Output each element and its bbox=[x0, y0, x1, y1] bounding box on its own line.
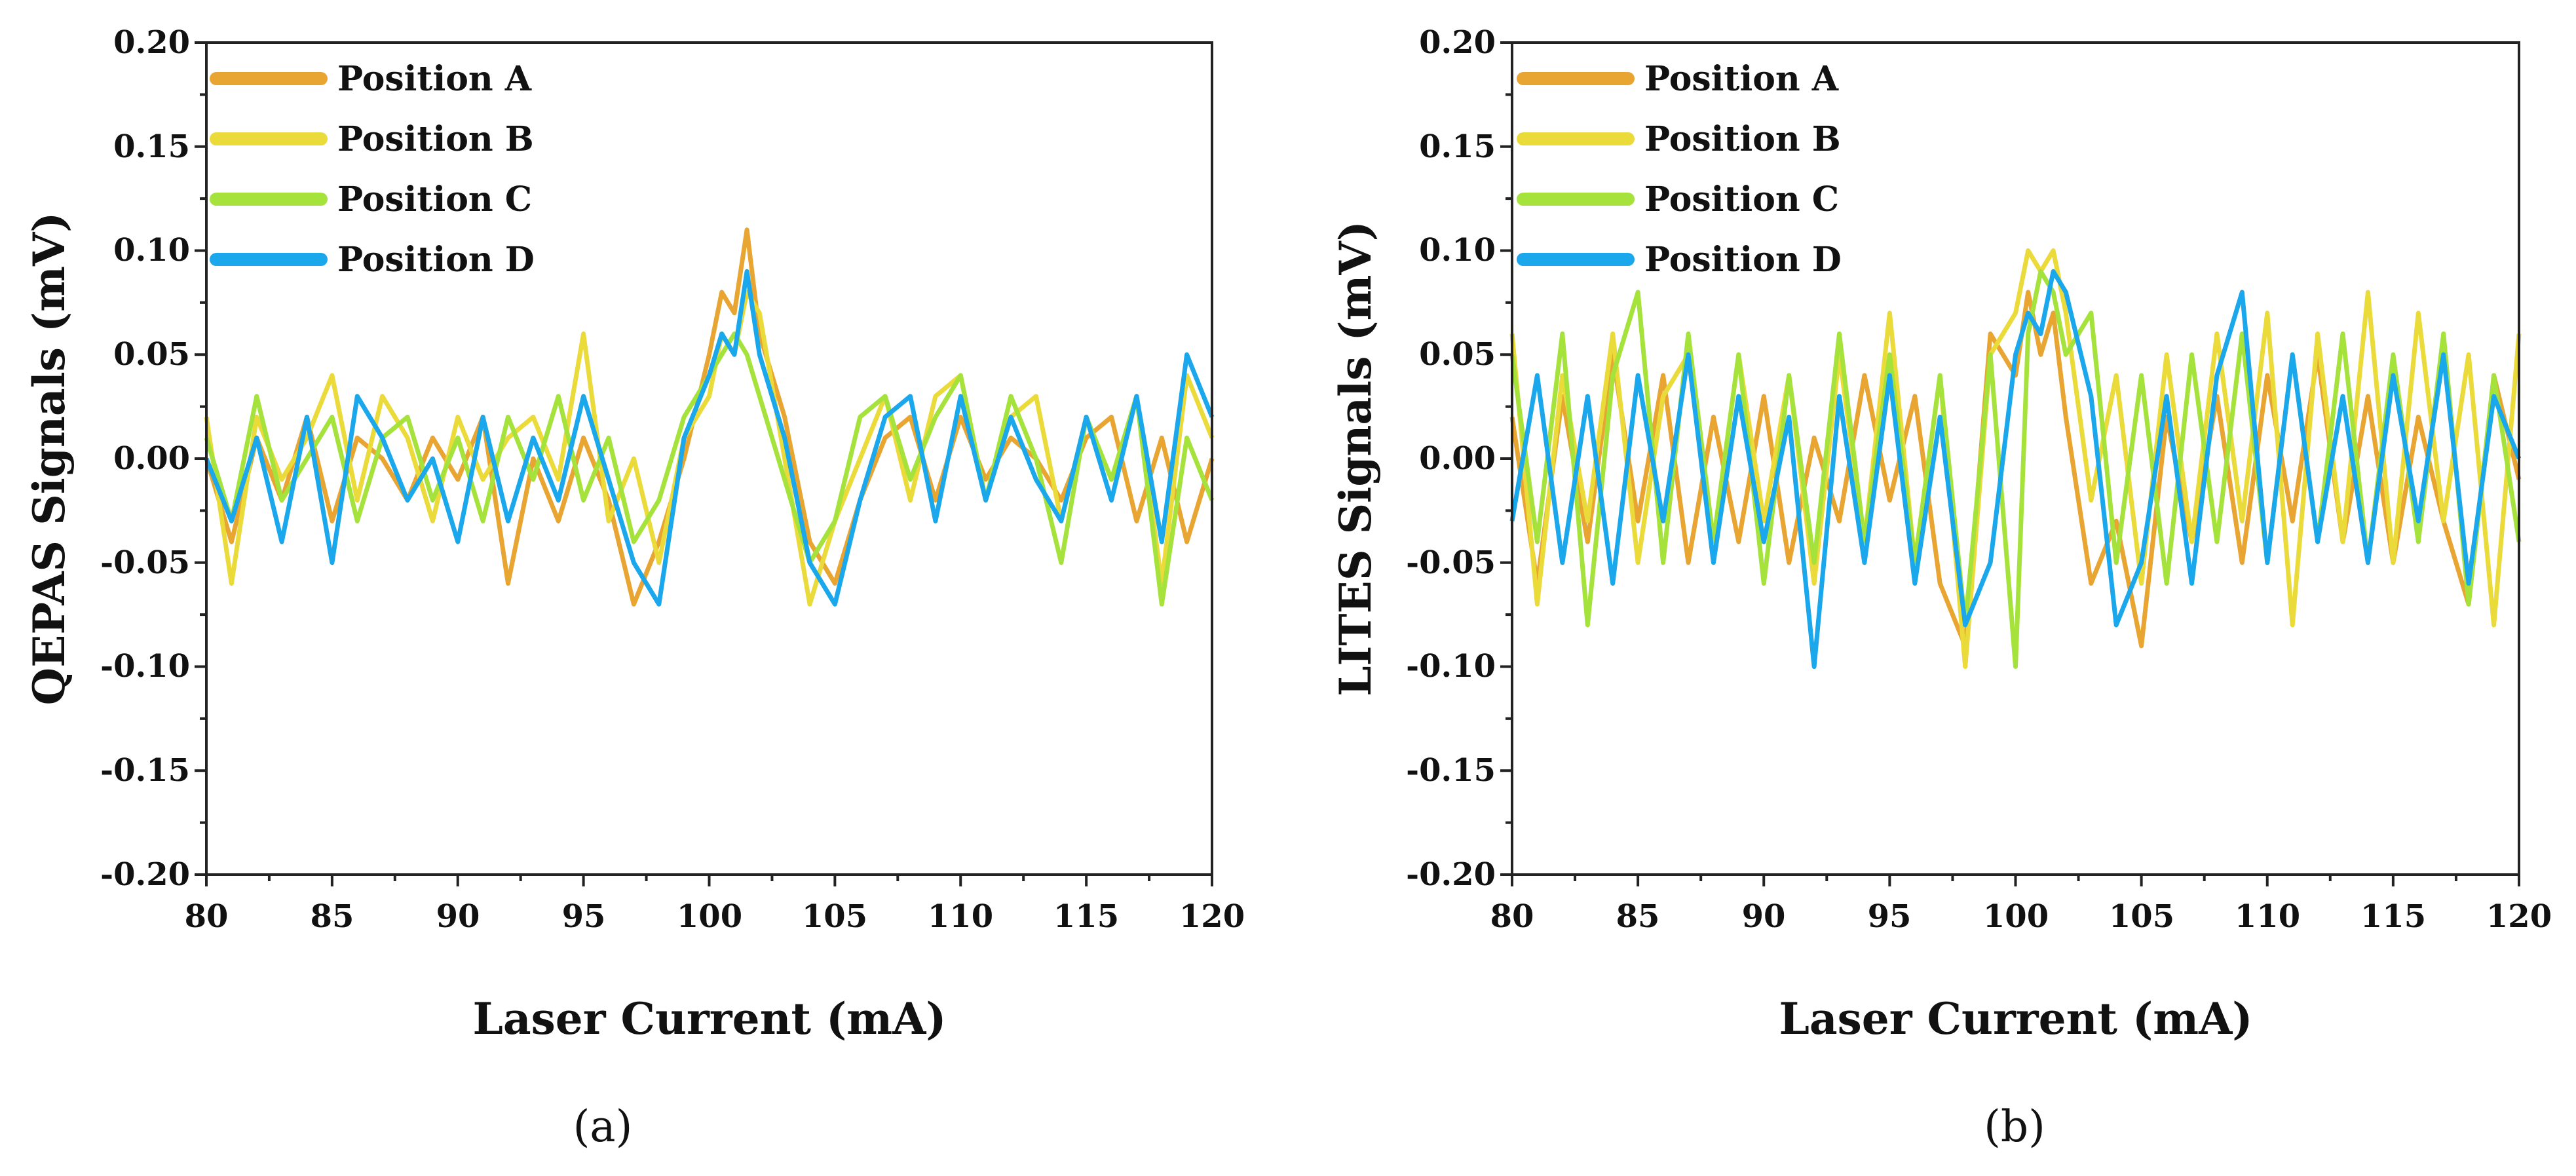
panel-a-legend-item: Position B bbox=[210, 119, 534, 159]
panel-a-series-position-d bbox=[204, 269, 1215, 607]
panel-b-series-position-b bbox=[1509, 248, 2522, 669]
panel-a-xtick-label: 120 bbox=[1179, 898, 1245, 935]
panel-a-ytick-label: -0.15 bbox=[100, 752, 190, 789]
panel-b-xtick-label: 110 bbox=[2235, 898, 2300, 935]
panel-b: 0.20 0.15 0.10 0.05 0.00 -0.05 -0.10 -0.… bbox=[1330, 24, 2552, 1152]
panel-a-plot-frame bbox=[205, 41, 1213, 876]
panel-a-ytick-label: -0.05 bbox=[100, 544, 190, 581]
panel-a-ytick-label: -0.20 bbox=[100, 856, 190, 893]
panel-b-ytick-label: 0.15 bbox=[1419, 128, 1496, 165]
panel-b-legend-label: Position A bbox=[1644, 59, 1839, 99]
panel-b-x-axis-title: Laser Current (mA) bbox=[1779, 993, 2252, 1044]
panel-a-yticks: 0.20 0.15 0.10 0.05 0.00 -0.05 -0.10 -0.… bbox=[100, 24, 190, 893]
panel-a-label: (a) bbox=[573, 1101, 633, 1152]
panel-a-ytick-label: 0.05 bbox=[113, 336, 190, 373]
panel-a-xtick-label: 80 bbox=[185, 898, 229, 935]
panel-b-plot-frame bbox=[1511, 41, 2520, 876]
panel-b-ytick-label: -0.10 bbox=[1406, 648, 1496, 685]
panel-a-ytick-label: 0.15 bbox=[113, 128, 190, 165]
panel-a-legend-label: Position B bbox=[337, 119, 534, 159]
panel-b-series-position-d bbox=[1509, 269, 2522, 669]
panel-a-legend-item: Position A bbox=[210, 59, 532, 99]
panel-a-legend: Position A Position B Position C Positio… bbox=[210, 59, 535, 280]
panel-b-ytick-label: 0.00 bbox=[1419, 440, 1496, 477]
panel-b-legend-item: Position C bbox=[1517, 180, 1839, 219]
panel-a-legend-label: Position C bbox=[337, 180, 532, 219]
panel-b-xtick-label: 100 bbox=[1983, 898, 2049, 935]
panel-a-xtick-label: 105 bbox=[802, 898, 867, 935]
panel-b-series-position-c bbox=[1509, 269, 2522, 669]
panel-b-xticks: 80 85 90 95 100 105 110 115 120 bbox=[1490, 898, 2552, 935]
panel-b-legend-label: Position D bbox=[1644, 240, 1842, 280]
panel-a-ytick-label: -0.10 bbox=[100, 648, 190, 685]
panel-b-xtick-label: 80 bbox=[1490, 898, 1534, 935]
panel-a-legend-label: Position A bbox=[337, 59, 532, 99]
panel-b-y-axis-title: LITES Signals (mV) bbox=[1330, 221, 1381, 696]
panel-b-ytick-label: -0.15 bbox=[1406, 752, 1496, 789]
panel-a-series-position-a bbox=[204, 227, 1215, 607]
panel-a-legend-item: Position C bbox=[210, 180, 532, 219]
panel-b-ytick-label: 0.10 bbox=[1419, 232, 1496, 269]
panel-a-xtick-label: 95 bbox=[562, 898, 606, 935]
panel-b-axis-ticks bbox=[1500, 41, 2520, 886]
panel-b-xtick-label: 90 bbox=[1742, 898, 1786, 935]
panel-a-xticks: 80 85 90 95 100 105 110 115 120 bbox=[185, 898, 1245, 935]
panel-a-xtick-label: 85 bbox=[311, 898, 354, 935]
panel-a: 0.20 0.15 0.10 0.05 0.00 -0.05 -0.10 -0.… bbox=[24, 24, 1245, 1152]
panel-a-ytick-label: 0.20 bbox=[113, 24, 190, 61]
panel-b-legend-label: Position B bbox=[1644, 119, 1841, 159]
panel-b-ytick-label: 0.20 bbox=[1419, 24, 1496, 61]
panel-a-ytick-label: 0.10 bbox=[113, 232, 190, 269]
panel-b-xtick-label: 95 bbox=[1868, 898, 1912, 935]
panel-a-legend-label: Position D bbox=[337, 240, 535, 280]
panel-a-legend-item: Position D bbox=[210, 240, 535, 280]
panel-b-legend-item: Position A bbox=[1517, 59, 1839, 99]
panel-a-ytick-label: 0.00 bbox=[113, 440, 190, 477]
panel-b-xtick-label: 85 bbox=[1616, 898, 1660, 935]
panel-b-xtick-label: 115 bbox=[2360, 898, 2426, 935]
panel-b-yticks: 0.20 0.15 0.10 0.05 0.00 -0.05 -0.10 -0.… bbox=[1406, 24, 1496, 893]
panel-b-legend-item: Position B bbox=[1517, 119, 1841, 159]
panel-b-legend-item: Position D bbox=[1517, 240, 1842, 280]
panel-b-xtick-label: 105 bbox=[2109, 898, 2174, 935]
panel-a-series-group bbox=[204, 227, 1215, 607]
panel-b-label: (b) bbox=[1984, 1101, 2045, 1152]
panel-b-series-group bbox=[1509, 248, 2522, 669]
panel-a-xtick-label: 90 bbox=[436, 898, 480, 935]
panel-b-xtick-label: 120 bbox=[2486, 898, 2552, 935]
panel-b-ytick-label: -0.05 bbox=[1406, 544, 1496, 581]
panel-b-ytick-label: 0.05 bbox=[1419, 336, 1496, 373]
panel-a-x-axis-title: Laser Current (mA) bbox=[472, 993, 946, 1044]
panel-b-series-position-a bbox=[1509, 290, 2522, 649]
panel-a-axis-ticks bbox=[195, 41, 1213, 886]
panel-a-xtick-label: 110 bbox=[928, 898, 993, 935]
panel-b-ytick-label: -0.20 bbox=[1406, 856, 1496, 893]
panel-a-xtick-label: 115 bbox=[1053, 898, 1119, 935]
panel-a-y-axis-title: QEPAS Signals (mV) bbox=[24, 212, 75, 706]
panel-b-legend-label: Position C bbox=[1644, 180, 1839, 219]
panel-b-legend: Position A Position B Position C Positio… bbox=[1517, 59, 1842, 280]
panel-a-xtick-label: 100 bbox=[677, 898, 742, 935]
